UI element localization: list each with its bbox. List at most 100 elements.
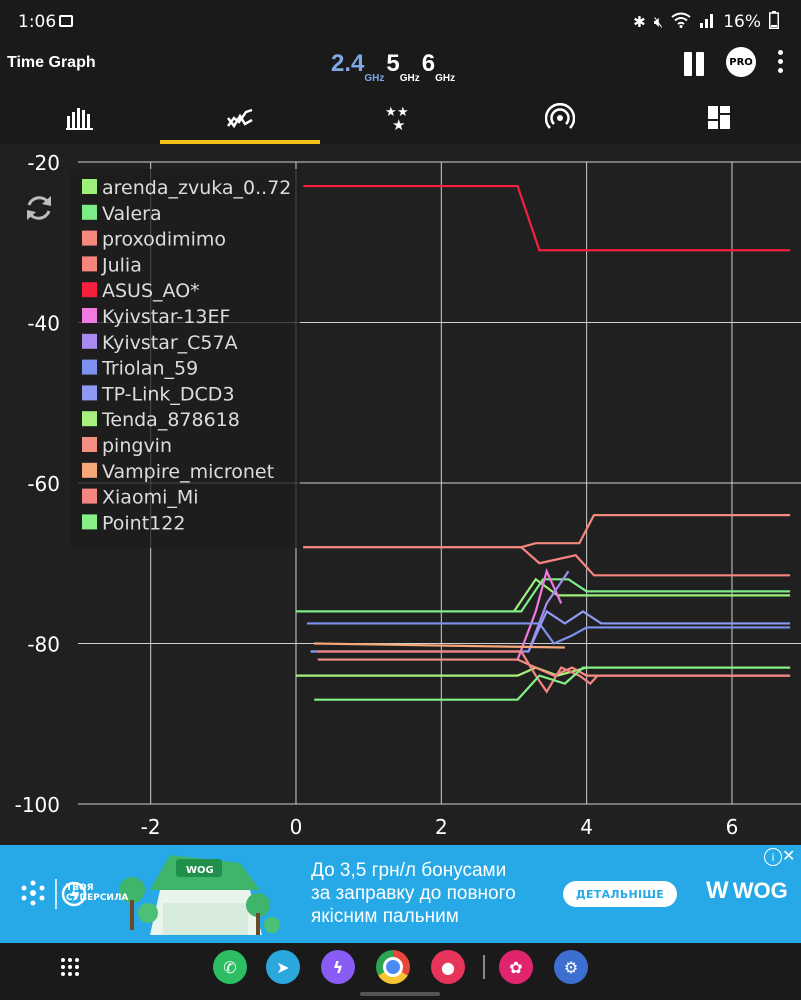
- band-5ghz[interactable]: 5 GHz: [386, 50, 420, 84]
- legend-label: Point122: [102, 512, 185, 534]
- band-6ghz[interactable]: 6 GHz: [421, 50, 456, 84]
- blossom-app-icon[interactable]: ✿: [499, 950, 533, 984]
- y-tick-label: -20: [27, 151, 60, 175]
- navigation-dock: ✆ ➤ ϟ ● ✿ ⚙: [0, 943, 801, 1000]
- status-time: 1:06: [18, 12, 57, 32]
- status-bar: 1:06 ✱ 🔇︎ 16%: [0, 0, 801, 44]
- tab-bar: ★ ★ ★: [0, 92, 801, 144]
- bluetooth-icon: ✱: [633, 13, 646, 31]
- svg-text:★: ★: [385, 105, 397, 120]
- stars-rating-icon: ★ ★★: [385, 105, 409, 132]
- page-title: Time Graph: [7, 54, 96, 71]
- tab-access-points[interactable]: [480, 92, 640, 144]
- ad-brand-tagline: ТВОЯ СУПЕРСИЛА: [66, 883, 129, 903]
- x-tick-label: 4: [580, 815, 593, 839]
- legend-swatch: [82, 256, 97, 272]
- messenger-icon[interactable]: ϟ: [321, 950, 355, 984]
- series-line: [317, 650, 791, 694]
- legend-swatch: [82, 308, 97, 323]
- storefront-sign: WOG: [186, 865, 214, 876]
- app-drawer-icon[interactable]: [60, 957, 80, 977]
- tab-time-graph[interactable]: [160, 92, 320, 144]
- screen-recorder-icon[interactable]: ●: [431, 950, 465, 984]
- legend-label: pingvin: [102, 435, 172, 457]
- legend-label: ASUS_AO*: [102, 280, 200, 302]
- phone-icon[interactable]: ✆: [213, 950, 247, 984]
- legend-swatch: [82, 514, 97, 530]
- y-tick-label: -100: [15, 793, 60, 817]
- y-tick-label: -40: [27, 312, 60, 336]
- battery-percent: 16%: [723, 12, 761, 32]
- legend-label: Kyivstar_C57A: [102, 332, 238, 354]
- series-line: [513, 577, 791, 613]
- tab-dashboard[interactable]: [640, 92, 800, 144]
- legend-swatch: [82, 230, 97, 246]
- series-line: [306, 622, 791, 645]
- legend-swatch: [82, 282, 97, 298]
- gallery-notification-icon: [59, 15, 73, 27]
- legend-label: Valera: [102, 203, 162, 225]
- status-icons: ✱ 🔇︎ 16%: [633, 11, 779, 33]
- more-options-icon[interactable]: [776, 50, 784, 78]
- dock-separator: [483, 955, 485, 979]
- tab-ratings[interactable]: ★ ★ ★: [320, 92, 480, 144]
- chrome-icon[interactable]: [376, 950, 410, 984]
- legend-label: Tenda_878618: [101, 409, 240, 431]
- series-line: [314, 666, 791, 701]
- legend-label: Julia: [101, 254, 142, 276]
- ad-info-icon[interactable]: i: [764, 848, 782, 866]
- battery-icon: [769, 11, 779, 33]
- legend-label: Kyivstar-13EF: [102, 306, 230, 328]
- x-tick-label: 0: [290, 815, 303, 839]
- series-line: [303, 184, 791, 252]
- ad-cta-button[interactable]: ДЕТАЛЬНІШЕ: [563, 881, 677, 907]
- mute-icon: 🔇︎: [653, 13, 664, 31]
- svg-text:★: ★: [397, 105, 409, 120]
- ad-banner[interactable]: WOG ТВОЯ СУПЕРСИЛА До 3,5 грн/л бонусами …: [0, 845, 801, 943]
- series-line: [317, 658, 791, 677]
- legend-box: [70, 169, 300, 549]
- legend-swatch: [82, 179, 97, 194]
- pro-badge-button[interactable]: PRO: [726, 47, 756, 77]
- legend-swatch: [82, 488, 97, 504]
- legend-swatch: [82, 462, 97, 478]
- signal-radar-icon: [545, 103, 575, 129]
- x-tick-label: -2: [141, 815, 161, 839]
- chart-svg: -2 0 2 4 6-20-40-60-80-100 arenda_zvuka_0..7…: [15, 151, 801, 839]
- series-line: [295, 578, 791, 613]
- series-line: [527, 570, 570, 652]
- ad-headline: До 3,5 грн/л бонусами за заправку до пов…: [311, 860, 516, 927]
- dashboard-tiles-icon: [708, 106, 730, 129]
- signal-icon: [699, 12, 715, 32]
- series-line: [516, 568, 563, 660]
- ad-illustration: WOG: [21, 855, 280, 935]
- legend-label: arenda_zvuka_0..72: [102, 177, 291, 199]
- legend-label: proxodimimo: [102, 229, 226, 251]
- legend-label: Vampire_micronet: [102, 461, 274, 483]
- pause-button[interactable]: [682, 52, 706, 76]
- band-2-4ghz[interactable]: 2.4 GHz: [331, 50, 385, 84]
- legend-swatch: [82, 333, 97, 349]
- series-line: [303, 546, 791, 577]
- series-line: [303, 514, 791, 549]
- legend-swatch: [82, 359, 97, 375]
- time-graph-chart: -2 0 2 4 6 -20 -40 -60 -80 -100 arenda_zvuka_0..7…: [0, 144, 801, 844]
- kyivstar-logo-icon: [21, 880, 45, 906]
- tab-channel-graph[interactable]: [0, 92, 160, 144]
- app-bar: Time Graph 2.4 GHz 5 GHz 6 GHz PRO: [0, 44, 801, 92]
- legend-label: Xiaomi_Mi: [102, 487, 199, 509]
- bar-chart-icon: [66, 108, 93, 130]
- legend-label: Triolan_59: [101, 358, 198, 380]
- chart-series: [295, 184, 791, 701]
- chart-ticks: -2 0 2 4 6-20-40-60-80-100: [15, 151, 739, 839]
- time-graph-icon: [227, 108, 253, 129]
- refresh-icon[interactable]: [27, 196, 51, 220]
- settings-icon[interactable]: ⚙: [554, 950, 588, 984]
- telegram-icon[interactable]: ➤: [266, 950, 300, 984]
- legend-swatch: [82, 204, 97, 220]
- legend-swatch: [82, 437, 97, 452]
- wog-logo-icon: W: [706, 877, 729, 904]
- ad-close-icon[interactable]: ✕: [782, 846, 796, 865]
- legend-swatch: [82, 385, 97, 401]
- band-selector: 2.4 GHz 5 GHz 6 GHz: [331, 50, 457, 84]
